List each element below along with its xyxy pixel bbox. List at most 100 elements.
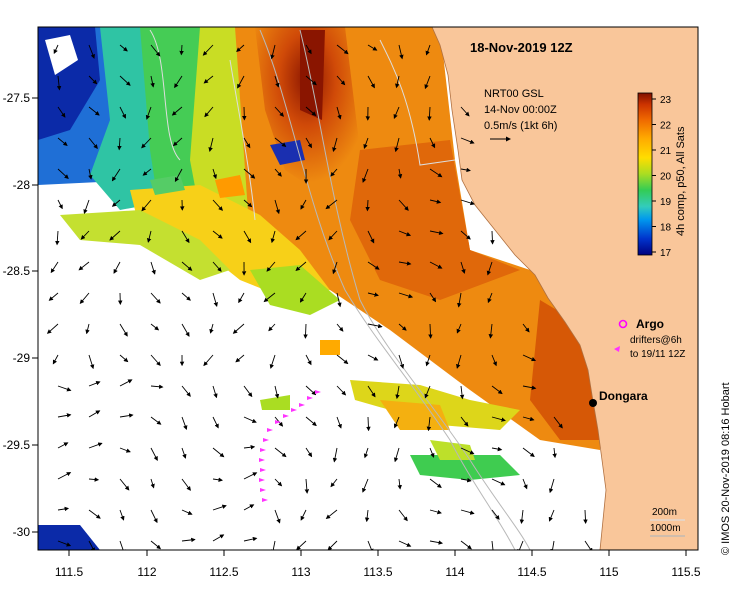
current-arrow (212, 447, 225, 458)
current-arrow (181, 537, 196, 543)
current-arrow (365, 199, 370, 212)
current-arrow (456, 354, 462, 369)
depth-legend: 200m 1000m (650, 507, 685, 537)
current-arrow (80, 230, 90, 240)
x-tick-label: 112 (137, 565, 156, 579)
current-arrow (460, 230, 471, 240)
current-arrow (202, 44, 214, 56)
current-arrow (522, 447, 535, 458)
current-arrow (274, 168, 282, 177)
drifter-legend-line-2: to 19/11 12Z (630, 349, 685, 360)
current-arrow (522, 416, 535, 422)
y-tick-label: -29 (13, 351, 31, 365)
current-arrow (119, 509, 125, 521)
colorbar: 23 22 21 20 19 18 17 4h comp, p50, All Sats (637, 92, 687, 259)
drifter-point (267, 428, 273, 432)
current-arrow (243, 444, 256, 450)
current-arrow (88, 137, 98, 150)
x-tick-label: 115.5 (671, 565, 700, 579)
current-arrow (460, 416, 469, 427)
current-arrow (332, 447, 338, 463)
y-tick-label: -30 (13, 525, 31, 539)
current-arrow (57, 137, 68, 147)
current-arrow (517, 540, 524, 550)
depth-label-200: 200m (652, 507, 677, 518)
current-arrow (367, 540, 374, 550)
current-arrow (268, 323, 276, 332)
current-arrow (181, 230, 190, 244)
current-arrow (583, 509, 588, 524)
current-arrow (487, 292, 493, 304)
current-arrow (150, 416, 162, 425)
current-arrow (305, 137, 312, 149)
current-arrow (46, 323, 59, 334)
x-tick-label: 113 (291, 565, 310, 579)
current-arrow (425, 354, 431, 367)
current-arrow (243, 536, 258, 542)
current-arrow (330, 478, 338, 488)
current-arrow (243, 199, 253, 208)
drifter-point (260, 488, 266, 492)
current-arrow (141, 137, 152, 149)
current-arrow (460, 199, 475, 206)
current-arrow (57, 385, 72, 392)
current-arrow (243, 472, 258, 480)
current-arrow (269, 354, 276, 369)
current-arrow (79, 292, 90, 304)
current-arrow (274, 385, 280, 399)
current-arrow (397, 478, 402, 490)
current-arrow (457, 292, 462, 308)
current-note: NRT00 GSL 14-Nov 00:00Z 0.5m/s (1kt 6h) (484, 88, 557, 142)
current-arrow (150, 509, 158, 524)
current-arrow (550, 540, 555, 550)
current-arrow (398, 199, 409, 211)
current-arrow (57, 413, 72, 418)
current-arrow (238, 292, 245, 304)
colorbar-tick-label: 20 (660, 172, 672, 183)
current-arrow (296, 540, 307, 550)
current-arrow (181, 478, 191, 491)
current-arrow (426, 416, 432, 432)
current-arrow (364, 509, 370, 523)
land-mass (431, 27, 698, 550)
current-arrow (394, 137, 400, 153)
current-arrow (119, 447, 131, 453)
current-arrow (150, 447, 158, 461)
current-arrow (519, 509, 525, 525)
current-arrow (141, 199, 152, 212)
current-arrow (363, 137, 369, 149)
current-arrow (243, 168, 256, 179)
current-arrow (425, 44, 431, 56)
current-arrow (85, 323, 90, 335)
current-arrow (367, 385, 376, 398)
current-arrow (179, 44, 184, 56)
current-arrow (395, 75, 400, 89)
current-arrow (212, 199, 223, 211)
current-arrow (150, 323, 160, 331)
drifter-point (275, 420, 281, 424)
current-arrow (393, 416, 400, 429)
current-arrow (295, 261, 307, 272)
current-arrow (150, 384, 164, 389)
current-arrow (367, 292, 379, 297)
current-arrow (88, 106, 100, 116)
current-arrow (332, 137, 338, 153)
current-arrow (303, 323, 308, 339)
current-arrow (362, 168, 369, 183)
current-arrow (460, 540, 472, 550)
current-arrow (88, 442, 103, 449)
current-arrow (363, 447, 369, 459)
colorbar-tick-label: 23 (660, 95, 672, 106)
current-arrow (212, 504, 227, 511)
current-arrow (295, 230, 307, 241)
current-note-line-1: NRT00 GSL (484, 88, 544, 100)
current-arrow (336, 292, 342, 308)
current-arrow (235, 354, 245, 363)
y-tick-label: -27.5 (3, 91, 31, 105)
current-arrow (111, 199, 121, 207)
current-arrow (336, 385, 347, 396)
drifter-legend-line-1: drifters@6h (630, 335, 682, 346)
current-arrow (88, 168, 93, 180)
current-arrow (300, 199, 307, 210)
current-arrow (212, 385, 218, 399)
